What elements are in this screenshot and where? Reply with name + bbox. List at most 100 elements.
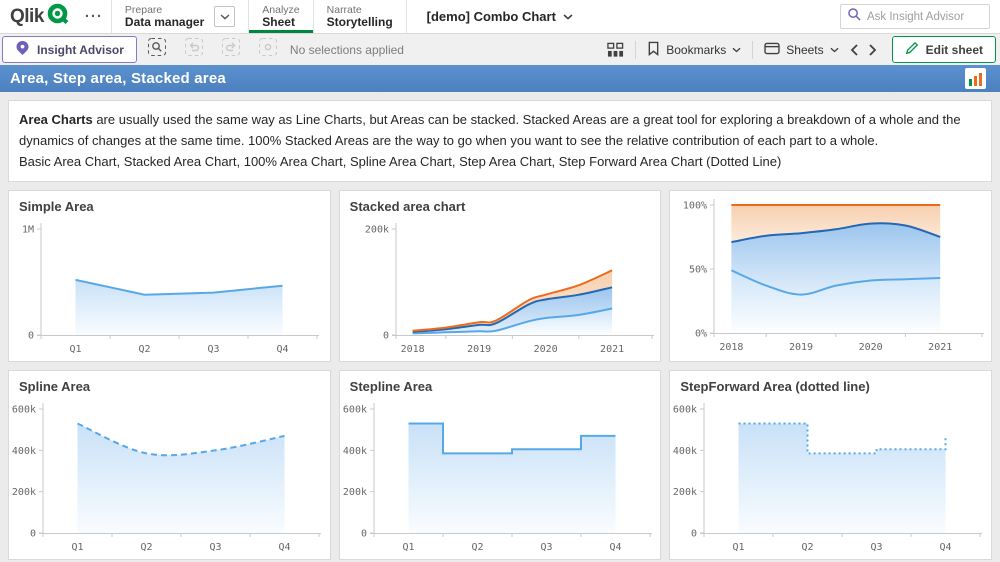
svg-text:Q4: Q4 bbox=[276, 344, 288, 355]
svg-text:Q3: Q3 bbox=[207, 344, 219, 355]
svg-text:1M: 1M bbox=[22, 225, 34, 236]
tab-analyze-sheet[interactable]: Analyze Sheet bbox=[249, 0, 312, 33]
top-navigation-bar: Qlik ··· Prepare Data manager Analyze Sh… bbox=[0, 0, 1000, 34]
sheet-title-bar: Area, Step area, Stacked area bbox=[0, 65, 1000, 92]
app-objects-icon[interactable] bbox=[607, 42, 624, 58]
charts-grid: Simple Area 1M 0 Q1 Q2 Q3 Q4 Stacked area cha… bbox=[8, 190, 992, 560]
chart-title: StepForward Area (dotted line) bbox=[670, 371, 991, 397]
stepline-area-chart: 600k400k200k0Q1Q2Q3Q4 bbox=[340, 397, 660, 559]
svg-text:2021: 2021 bbox=[929, 342, 953, 353]
svg-text:200k: 200k bbox=[12, 488, 36, 499]
search-icon bbox=[847, 7, 862, 27]
selections-search-icon[interactable] bbox=[147, 37, 167, 62]
chart-type-icon[interactable] bbox=[965, 68, 986, 89]
svg-text:0: 0 bbox=[30, 529, 36, 540]
svg-text:Q1: Q1 bbox=[69, 344, 81, 355]
svg-text:Q3: Q3 bbox=[540, 542, 552, 553]
insight-advisor-button[interactable]: Insight Advisor bbox=[2, 36, 137, 63]
svg-text:Q1: Q1 bbox=[71, 542, 83, 553]
chevron-down-icon bbox=[830, 47, 839, 53]
description-text-panel: Area Charts are usually used the same wa… bbox=[8, 100, 992, 182]
svg-text:600k: 600k bbox=[12, 405, 36, 416]
svg-text:200k: 200k bbox=[343, 488, 367, 499]
description-lead: Area Charts bbox=[19, 112, 93, 127]
tab-section-label: Narrate bbox=[327, 4, 393, 16]
sheets-label: Sheets bbox=[786, 43, 823, 57]
description-paragraph: Area Charts are usually used the same wa… bbox=[19, 110, 981, 152]
previous-sheet-button[interactable] bbox=[850, 44, 858, 56]
overflow-menu-button[interactable]: ··· bbox=[77, 0, 111, 33]
bookmarks-label: Bookmarks bbox=[666, 43, 726, 57]
selections-bar: Insight Advisor No selections applied Bo… bbox=[0, 34, 1000, 65]
svg-text:Q2: Q2 bbox=[138, 344, 150, 355]
bookmarks-button[interactable]: Bookmarks bbox=[647, 41, 741, 59]
tab-narrate-storytelling[interactable]: Narrate Storytelling bbox=[314, 0, 406, 33]
stepforward-area-chart: 600k400k200k0Q1Q2Q3Q4 bbox=[670, 397, 990, 559]
clear-selections-icon bbox=[258, 37, 278, 62]
chart-panel-stacked-area[interactable]: Stacked area chart 200k02018201920202021 bbox=[339, 190, 662, 362]
svg-text:100%: 100% bbox=[683, 201, 707, 212]
qlik-q-icon bbox=[46, 2, 71, 32]
stacked-100-area-chart: 100%50%0%2018201920202021 bbox=[670, 191, 990, 361]
chart-panel-simple-area[interactable]: Simple Area 1M 0 Q1 Q2 Q3 Q4 bbox=[8, 190, 331, 362]
bookmark-icon bbox=[647, 41, 660, 59]
svg-text:Q3: Q3 bbox=[209, 542, 221, 553]
qlik-logo[interactable]: Qlik bbox=[0, 0, 77, 33]
spline-area-chart: 600k400k200k0Q1Q2Q3Q4 bbox=[9, 397, 329, 559]
prepare-dropdown-button[interactable] bbox=[214, 6, 235, 27]
insight-advisor-search[interactable] bbox=[840, 4, 990, 29]
svg-text:Q2: Q2 bbox=[802, 542, 814, 553]
divider bbox=[635, 41, 636, 59]
svg-text:Q1: Q1 bbox=[733, 542, 745, 553]
svg-text:400k: 400k bbox=[12, 446, 36, 457]
chart-panel-stacked-100[interactable]: 100%50%0%2018201920202021 bbox=[669, 190, 992, 362]
sheets-button[interactable]: Sheets bbox=[764, 42, 838, 58]
tab-label: Storytelling bbox=[327, 16, 393, 30]
svg-text:0: 0 bbox=[28, 331, 34, 342]
chart-title: Spline Area bbox=[9, 371, 330, 397]
chevron-down-icon bbox=[732, 47, 741, 53]
search-input[interactable] bbox=[867, 11, 983, 23]
tab-prepare-data-manager[interactable]: Prepare Data manager bbox=[112, 0, 248, 33]
chart-panel-spline-area[interactable]: Spline Area 600k400k200k0Q1Q2Q3Q4 bbox=[8, 370, 331, 560]
divider bbox=[406, 0, 407, 33]
chart-panel-stepline-area[interactable]: Stepline Area 600k400k200k0Q1Q2Q3Q4 bbox=[339, 370, 662, 560]
next-sheet-button[interactable] bbox=[869, 44, 877, 56]
svg-text:0%: 0% bbox=[695, 329, 707, 340]
tab-label: Sheet bbox=[262, 16, 299, 30]
svg-text:600k: 600k bbox=[673, 405, 697, 416]
svg-text:0: 0 bbox=[361, 529, 367, 540]
app-title-dropdown[interactable]: [demo] Combo Chart bbox=[427, 0, 573, 33]
divider bbox=[752, 41, 753, 59]
sheet-title: Area, Step area, Stacked area bbox=[10, 70, 226, 87]
svg-text:50%: 50% bbox=[689, 265, 707, 276]
svg-text:Q4: Q4 bbox=[609, 542, 621, 553]
tab-label: Data manager bbox=[125, 16, 204, 30]
chart-title: Stacked area chart bbox=[340, 191, 661, 217]
chart-panel-stepforward-area[interactable]: StepForward Area (dotted line) 600k400k2… bbox=[669, 370, 992, 560]
svg-text:0: 0 bbox=[383, 331, 389, 342]
svg-text:Q4: Q4 bbox=[940, 542, 952, 553]
app-title-text: [demo] Combo Chart bbox=[427, 9, 556, 24]
chart-title: Simple Area bbox=[9, 191, 330, 217]
svg-text:2019: 2019 bbox=[467, 344, 491, 355]
svg-text:400k: 400k bbox=[673, 446, 697, 457]
undo-selection-icon bbox=[184, 37, 204, 62]
edit-sheet-button[interactable]: Edit sheet bbox=[892, 36, 996, 63]
svg-text:2020: 2020 bbox=[533, 344, 557, 355]
svg-text:2018: 2018 bbox=[720, 342, 744, 353]
chevron-down-icon bbox=[563, 14, 573, 20]
redo-selection-icon bbox=[221, 37, 241, 62]
svg-text:0: 0 bbox=[691, 529, 697, 540]
svg-text:2019: 2019 bbox=[789, 342, 813, 353]
qlik-logo-text: Qlik bbox=[10, 6, 44, 28]
chevron-right-icon bbox=[869, 44, 877, 56]
stacked-area-chart: 200k02018201920202021 bbox=[340, 217, 660, 361]
svg-text:600k: 600k bbox=[343, 405, 367, 416]
svg-text:400k: 400k bbox=[343, 446, 367, 457]
edit-sheet-label: Edit sheet bbox=[926, 43, 983, 57]
pencil-icon bbox=[905, 41, 919, 58]
svg-text:Q3: Q3 bbox=[871, 542, 883, 553]
simple-area-chart: 1M 0 Q1 Q2 Q3 Q4 bbox=[9, 217, 329, 361]
chevron-down-icon bbox=[220, 14, 230, 20]
